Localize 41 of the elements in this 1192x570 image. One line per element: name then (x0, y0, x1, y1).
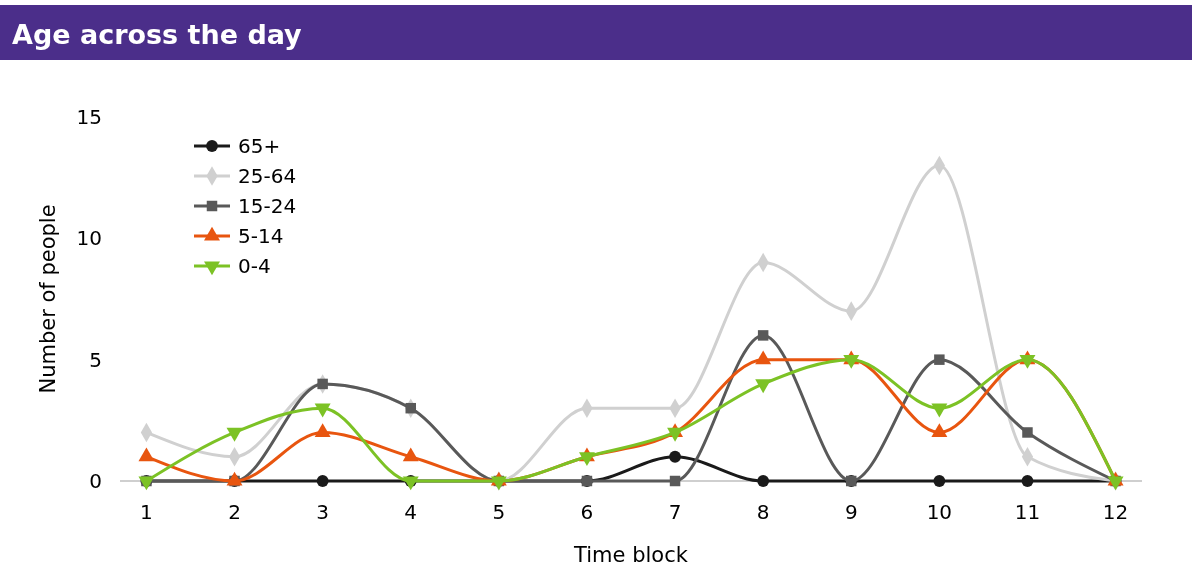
point (1021, 475, 1034, 487)
point (755, 350, 772, 365)
legend-label: 25-64 (238, 164, 297, 188)
x-tick-label: 3 (316, 500, 330, 524)
y-axis-title: Number of people (36, 204, 60, 394)
x-axis-title: Time block (573, 543, 689, 567)
point (757, 330, 769, 341)
x-tick-label: 1 (140, 500, 153, 524)
point (314, 423, 331, 438)
legend-label: 65+ (238, 134, 281, 158)
point (934, 354, 945, 365)
chart-title: Age across the day (12, 19, 303, 50)
x-tick-label: 6 (580, 500, 594, 524)
y-tick-label: 15 (76, 105, 102, 129)
x-tick-label: 10 (926, 500, 953, 524)
legend-label: 0-4 (238, 254, 271, 278)
x-tick-label: 12 (1102, 500, 1129, 524)
y-tick-label: 10 (76, 226, 102, 251)
point (405, 402, 416, 414)
point (226, 471, 243, 486)
x-tick-label: 11 (1014, 500, 1041, 524)
point (138, 447, 155, 462)
point (669, 475, 681, 487)
y-tick-label: 5 (89, 347, 102, 372)
point (316, 475, 329, 487)
x-tick-label: 4 (404, 500, 418, 524)
legend-label: 5-14 (238, 224, 284, 248)
legend-label: 15-24 (238, 194, 297, 218)
point (757, 475, 770, 487)
point (402, 447, 419, 462)
x-tick-label: 9 (844, 500, 858, 524)
point (317, 378, 328, 390)
point (931, 423, 948, 438)
x-tick-label: 7 (668, 500, 682, 524)
point (933, 475, 946, 487)
point (1022, 427, 1033, 438)
x-tick-label: 2 (228, 500, 241, 524)
y-tick-label: 0 (89, 469, 102, 493)
point (669, 450, 681, 463)
x-tick-label: 5 (492, 500, 506, 524)
x-tick-label: 8 (756, 500, 770, 524)
